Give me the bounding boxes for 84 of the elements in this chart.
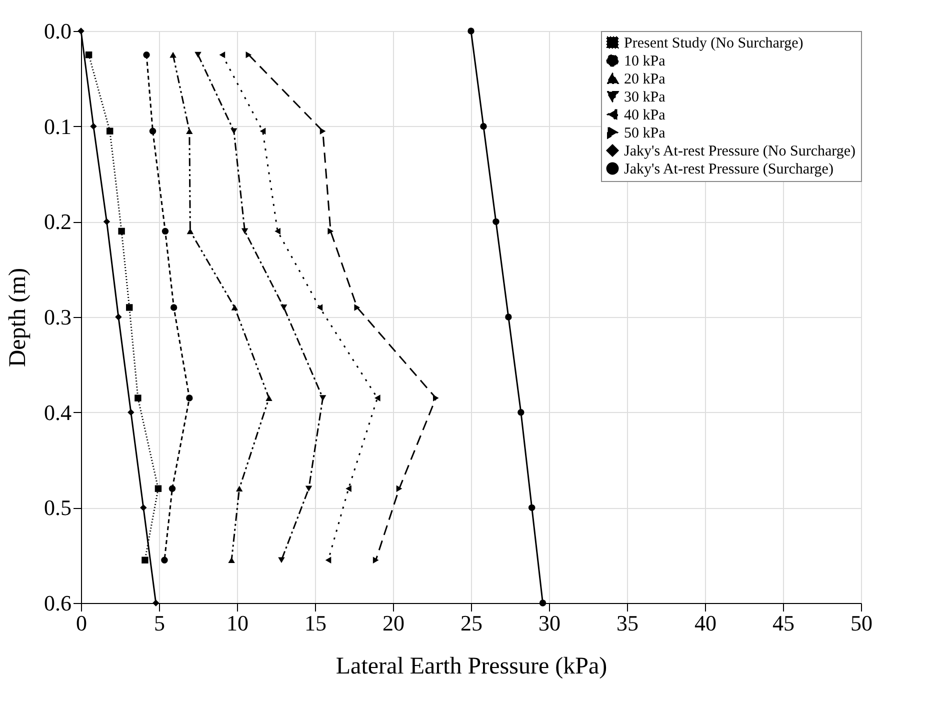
point [170, 304, 178, 311]
point [518, 408, 524, 416]
point [274, 228, 280, 235]
point [280, 304, 288, 310]
point [152, 600, 160, 606]
point [260, 128, 266, 134]
point [246, 51, 252, 58]
x-tick-label: 0 [76, 610, 87, 636]
point [186, 394, 193, 402]
x-tick-label: 35 [616, 610, 638, 636]
point [90, 122, 97, 130]
point [316, 304, 323, 311]
point [319, 395, 326, 401]
legend-label: 30 kPa [624, 90, 666, 106]
point [186, 128, 193, 134]
x-tick-label: 25 [460, 610, 482, 636]
legend-label: 20 kPa [624, 72, 666, 88]
point [194, 52, 202, 58]
point [219, 51, 226, 58]
point [539, 600, 546, 606]
point [328, 228, 334, 235]
legend-label: 40 kPa [624, 108, 666, 124]
x-tick-label: 15 [304, 610, 326, 636]
legend-label: Present Study (No Surcharge) [624, 36, 804, 52]
point [278, 557, 285, 564]
point [134, 394, 142, 402]
point [106, 128, 114, 134]
point [170, 52, 176, 58]
point [118, 228, 125, 235]
x-axis-title: Lateral Earth Pressure (kPa) [336, 654, 608, 680]
y-tick-label: 0.1 [44, 114, 72, 139]
point [128, 408, 134, 416]
point [468, 28, 474, 34]
point [305, 486, 312, 492]
legend-label: 50 kPa [624, 126, 666, 142]
y-axis-title: Depth (m) [5, 268, 31, 368]
x-tick-label: 45 [772, 610, 794, 636]
legend-label: 10 kPa [624, 54, 666, 70]
point [103, 218, 110, 226]
x-tick-label: 5 [154, 610, 165, 636]
point [354, 304, 360, 311]
x-tick-label: 30 [538, 610, 560, 636]
point [372, 556, 379, 564]
y-tick-label: 0.2 [44, 209, 72, 234]
x-tick-label: 10 [226, 610, 248, 636]
point [115, 314, 122, 320]
y-tick-label: 0.0 [44, 18, 72, 44]
y-tick-label: 0.4 [44, 400, 72, 425]
point [241, 228, 248, 234]
point [236, 486, 243, 492]
point [432, 394, 439, 402]
point [126, 304, 133, 311]
point [480, 122, 487, 130]
point [154, 485, 162, 492]
point [492, 218, 500, 226]
point [320, 128, 326, 134]
point [230, 128, 238, 134]
point [162, 228, 169, 235]
legend-label: Jaky's At-rest Pressure (Surcharge) [624, 162, 834, 178]
point [346, 485, 352, 492]
point [266, 395, 272, 401]
point [186, 228, 194, 234]
point [140, 504, 147, 512]
point [149, 128, 156, 134]
x-tick-label: 40 [694, 610, 716, 636]
legend-label: Jaky's At-rest Pressure (No Surcharge) [624, 144, 856, 160]
point [168, 485, 176, 492]
point [528, 504, 536, 512]
point [396, 485, 402, 492]
point [85, 51, 92, 58]
x-tick-label: 20 [382, 610, 404, 636]
point [325, 556, 332, 564]
point [374, 394, 380, 402]
point [231, 304, 238, 310]
point [505, 314, 512, 320]
y-tick-label: 0.6 [44, 590, 72, 616]
point [142, 556, 148, 564]
x-tick-label: 50 [850, 610, 872, 636]
point [78, 28, 84, 34]
y-tick-label: 0.5 [44, 495, 72, 520]
point [143, 51, 150, 58]
point [161, 556, 168, 564]
y-tick-label: 0.3 [44, 304, 72, 330]
point [228, 557, 235, 564]
